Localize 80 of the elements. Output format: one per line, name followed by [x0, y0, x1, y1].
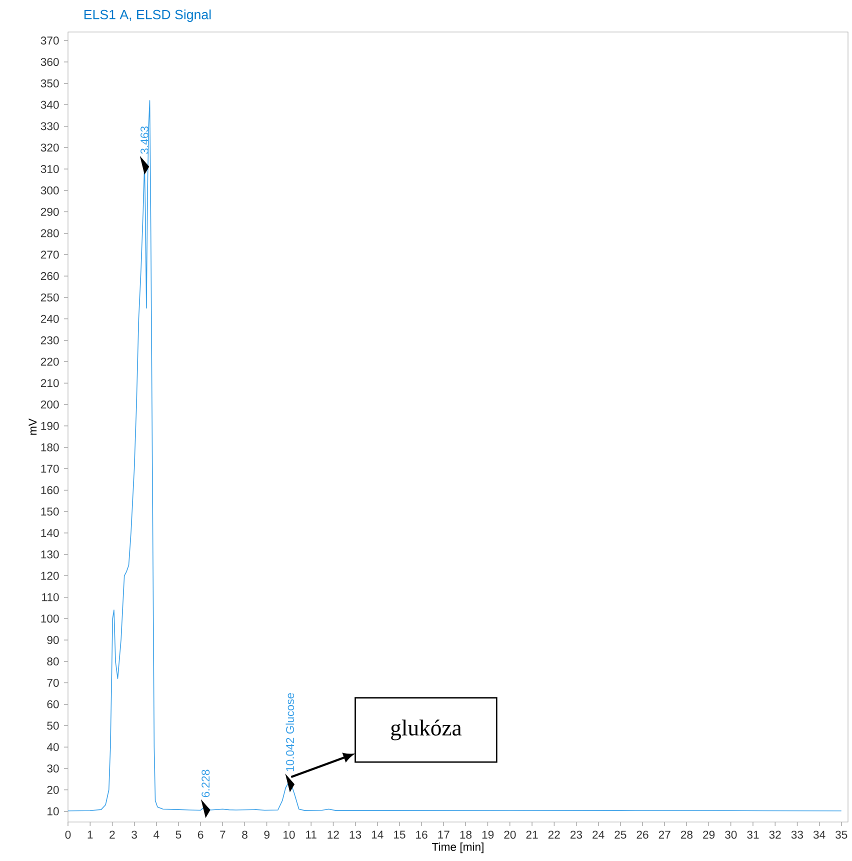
x-tick-label: 32	[769, 830, 781, 839]
x-tick-label: 24	[592, 830, 604, 839]
x-tick-label: 0	[65, 830, 71, 839]
x-tick-label: 34	[813, 830, 826, 839]
y-tick-label: 30	[47, 764, 59, 772]
y-tick-label: 360	[40, 58, 59, 66]
y-tick-label: 160	[41, 486, 59, 494]
x-tick-label: 4	[153, 830, 160, 839]
y-tick-label: 260	[40, 272, 59, 280]
x-tick-label: 16	[416, 830, 428, 839]
x-tick-label: 15	[394, 830, 406, 839]
annotation: 3.463	[140, 126, 148, 154]
x-tick-label: 3	[132, 830, 137, 839]
x-tick-label: 9	[264, 830, 270, 839]
y-tick-label: 20	[47, 786, 59, 794]
x-tick-label: 1	[88, 830, 93, 839]
annotation: glukóza	[391, 720, 462, 740]
y-tick-label: 190	[41, 422, 59, 430]
y-tick-label: 350	[40, 79, 59, 88]
y-tick-label: 140	[41, 528, 59, 537]
x-tick-label: 5	[176, 830, 182, 839]
y-tick-label: 340	[40, 100, 59, 109]
y-tick-label: 120	[41, 572, 59, 580]
x-tick-label: 29	[703, 830, 715, 839]
x-tick-label: 19	[482, 830, 494, 839]
y-tick-label: 170	[41, 464, 59, 473]
y-tick-label: 290	[40, 208, 59, 216]
y-tick-label: 270	[40, 250, 59, 259]
y-tick-label: 110	[42, 593, 59, 602]
y-tick-label: 230	[40, 336, 59, 344]
y-tick-label: 240	[40, 314, 59, 323]
y-tick-label: 10	[47, 807, 59, 816]
y-tick-label: 220	[40, 358, 59, 366]
x-tick-label: 11	[306, 830, 316, 839]
y-tick-label: 80	[47, 657, 59, 666]
x-tick-label: 7	[220, 830, 226, 839]
x-axis-title: Time [min]	[432, 842, 484, 854]
x-tick-label: 2	[110, 830, 115, 839]
x-tick-label: 20	[504, 830, 516, 839]
y-tick-label: 320	[40, 144, 59, 152]
x-tick-label: 12	[328, 830, 339, 839]
y-tick-label: 90	[47, 636, 59, 644]
x-tick-label: 26	[636, 830, 648, 839]
chart-title: ELS1 A, ELSD Signal	[84, 10, 211, 22]
x-tick-label: 10	[283, 830, 295, 839]
y-tick-label: 50	[47, 722, 59, 730]
y-tick-label: 60	[47, 700, 59, 708]
y-tick-label: 130	[41, 550, 59, 558]
y-tick-label: 210	[40, 379, 59, 388]
y-tick-label: 40	[46, 743, 59, 752]
x-tick-label: 17	[438, 830, 450, 839]
x-tick-label: 27	[658, 830, 670, 839]
x-tick-label: 13	[350, 830, 362, 839]
y-tick-label: 150	[41, 508, 59, 516]
x-tick-label: 6	[198, 830, 204, 839]
annotation: 6.228	[202, 770, 210, 798]
y-tick-label: 100	[41, 614, 59, 623]
y-tick-label: 300	[40, 186, 59, 194]
x-tick-label: 8	[242, 830, 248, 839]
y-tick-label: 70	[47, 678, 59, 687]
x-tick-label: 23	[570, 830, 582, 839]
x-tick-label: 35	[835, 830, 848, 839]
x-tick-label: 14	[372, 830, 384, 839]
x-tick-label: 28	[680, 830, 692, 839]
x-tick-label: 21	[526, 830, 538, 839]
x-tick-label: 33	[791, 830, 803, 839]
annotation: 10.042 Glucose	[286, 693, 294, 772]
x-tick-label: 22	[548, 830, 560, 839]
y-axis-title: mV	[28, 418, 37, 435]
x-tick-label: 18	[460, 830, 472, 839]
y-tick-label: 280	[40, 229, 59, 238]
y-tick-label: 330	[40, 122, 59, 130]
x-tick-label: 30	[724, 830, 737, 839]
y-tick-label: 180	[41, 443, 59, 452]
y-tick-label: 250	[40, 293, 59, 302]
x-tick-label: 31	[747, 830, 759, 839]
y-tick-label: 310	[40, 165, 59, 174]
y-tick-label: 200	[40, 400, 59, 409]
y-tick-label: 370	[40, 36, 59, 45]
x-tick-label: 25	[614, 830, 626, 839]
